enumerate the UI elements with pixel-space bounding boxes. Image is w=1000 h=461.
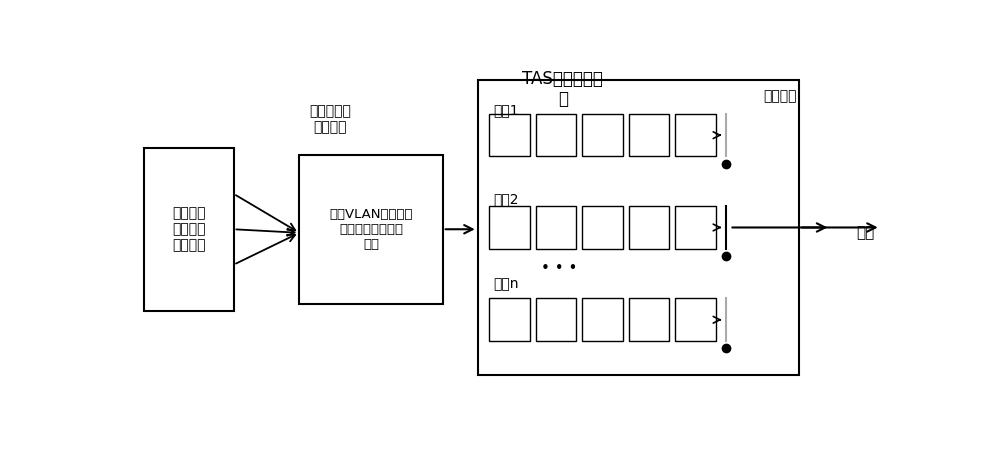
Bar (629, 206, 669, 249)
Bar (478, 80, 799, 375)
Text: 传输: 传输 (856, 225, 874, 240)
Bar (536, 114, 576, 156)
Bar (536, 298, 576, 341)
Text: 队列1: 队列1 (493, 103, 519, 118)
Bar (675, 298, 716, 341)
Bar (675, 114, 716, 156)
Bar (582, 298, 623, 341)
Text: 对输入流量
进行分类: 对输入流量 进行分类 (309, 104, 351, 134)
Text: 队列2: 队列2 (493, 192, 519, 206)
Text: • • •: • • • (541, 261, 577, 276)
Bar (489, 114, 530, 156)
Bar (675, 206, 716, 249)
Bar (489, 206, 530, 249)
Bar (582, 114, 623, 156)
Bar (299, 155, 443, 304)
Bar (582, 206, 623, 249)
Bar (489, 298, 530, 341)
Text: 门控机制: 门控机制 (763, 89, 797, 103)
Bar (536, 206, 576, 249)
Bar (629, 298, 669, 341)
Text: TAS时间感知整
形: TAS时间感知整 形 (522, 70, 603, 108)
Text: 修改VLAN优先级，
对输入的流量进行
分类: 修改VLAN优先级， 对输入的流量进行 分类 (329, 208, 413, 251)
Text: 队列n: 队列n (493, 277, 519, 291)
Text: 输入（标
准的以太
网格式）: 输入（标 准的以太 网格式） (172, 206, 206, 253)
Bar (144, 148, 234, 311)
Bar (629, 114, 669, 156)
